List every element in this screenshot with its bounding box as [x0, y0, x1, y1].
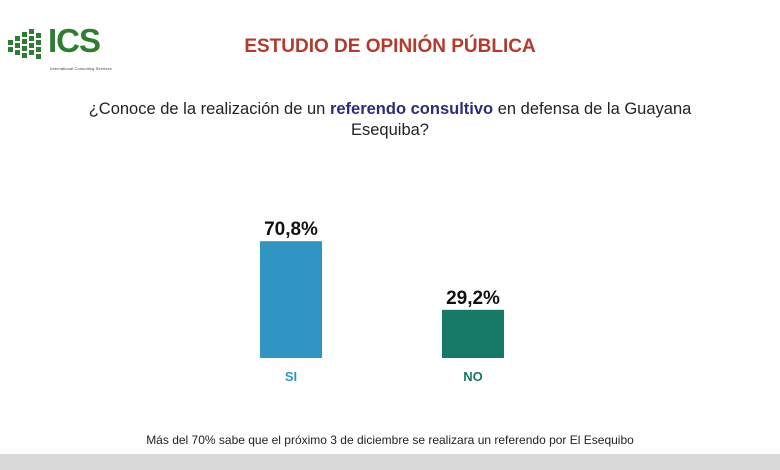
bar-no	[442, 309, 504, 358]
question-text-after: en defensa de la Guayana Esequiba?	[351, 100, 692, 139]
survey-question: ¿Conoce de la realización de un referend…	[60, 99, 720, 141]
page-title-text: ESTUDIO DE OPINIÓN PÚBLICA	[244, 36, 536, 57]
question-highlight: referendo consultivo	[329, 100, 494, 118]
ics-logo-icon	[8, 29, 41, 59]
category-label-no: NO	[463, 369, 483, 384]
bottom-bar	[0, 454, 780, 470]
ics-logo: ICS International Consulting Services	[6, 22, 112, 76]
data-label-si: 70,8%	[264, 219, 318, 240]
category-label-si: SI	[285, 369, 297, 384]
bar-si	[260, 241, 322, 358]
question-text-before: ¿Conoce de la realización de un	[88, 100, 330, 118]
logo-text: ICS	[48, 22, 101, 59]
data-label-no: 29,2%	[446, 288, 500, 309]
page-title: ESTUDIO DE OPINIÓN PÚBLICA	[0, 36, 780, 58]
logo-subtitle: International Consulting Services	[50, 66, 112, 71]
footnote: Más del 70% sabe que el próximo 3 de dic…	[146, 433, 634, 447]
